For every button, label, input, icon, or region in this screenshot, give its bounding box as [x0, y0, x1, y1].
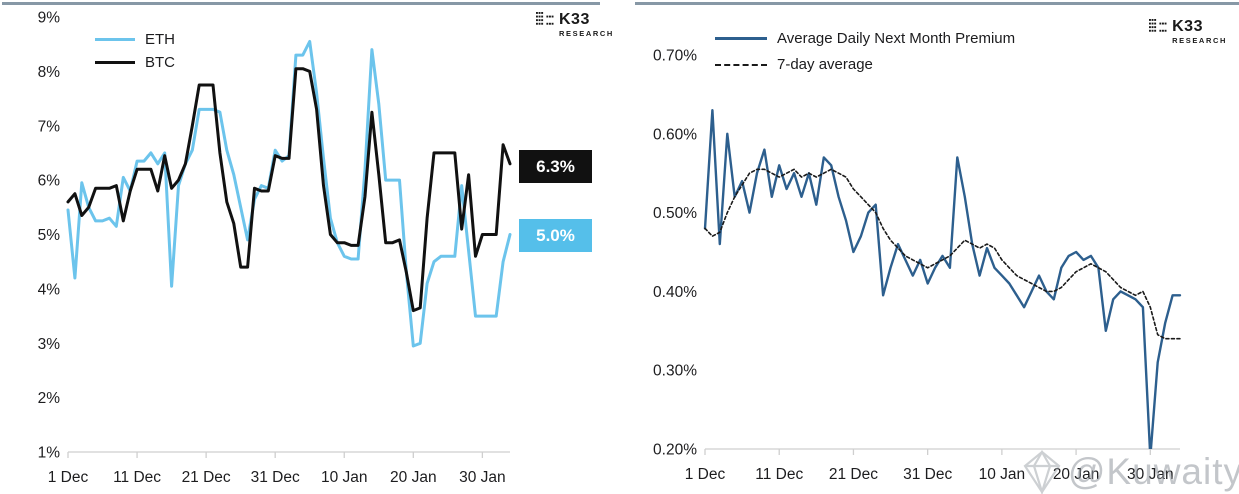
- y-tick-label: 0.30%: [653, 363, 697, 380]
- y-tick-label: 3%: [38, 336, 61, 353]
- x-tick-label: 30 Jan: [459, 469, 506, 486]
- x-tick-label: 11 Dec: [113, 469, 161, 486]
- k33-logo-dots-icon: [1149, 19, 1167, 32]
- x-tick-label: 20 Jan: [390, 469, 437, 486]
- legend: ETH BTC: [95, 31, 175, 71]
- x-tick-label: 10 Jan: [979, 466, 1026, 483]
- legend-label: 7-day average: [777, 56, 873, 73]
- x-tick-label: 21 Dec: [829, 466, 878, 483]
- panel-top-border: [635, 2, 1239, 5]
- legend-item-7day-average: 7-day average: [715, 56, 1015, 73]
- legend-label: BTC: [145, 54, 175, 71]
- x-tick-label: 1 Dec: [48, 469, 89, 486]
- premium-line-swatch: [715, 37, 767, 40]
- x-tick-label: 20 Jan: [1053, 466, 1100, 483]
- y-tick-label: 1%: [38, 445, 61, 462]
- y-tick-label: 8%: [38, 64, 61, 81]
- eth-btc-premium-chart: 1 Dec 11 Dec 21 Dec 31 Dec 10 Jan 20 Jan 30 Ja…: [38, 10, 512, 486]
- series-line-average-daily-next-month-premium: [703, 108, 1182, 449]
- legend-item-premium: Average Daily Next Month Premium: [715, 30, 1015, 47]
- next-month-premium-chart: 1 Dec 11 Dec 21 Dec 31 Dec 10 Jan 20 Jan 30 Ja…: [653, 48, 1182, 483]
- legend-label: Average Daily Next Month Premium: [777, 30, 1016, 47]
- legend-item-eth: ETH: [95, 31, 175, 48]
- x-tick-label: 31 Dec: [903, 466, 952, 483]
- eth-line-swatch: [95, 38, 135, 41]
- next-month-premium-chart-panel: 1 Dec 11 Dec 21 Dec 31 Dec 10 Jan 20 Jan 30 Ja…: [630, 0, 1239, 494]
- series-line-btc: [66, 67, 512, 313]
- x-tick-label: 1 Dec: [685, 466, 726, 483]
- x-tick-label: 21 Dec: [182, 469, 231, 486]
- y-tick-label: 4%: [38, 281, 61, 298]
- x-tick-label: 11 Dec: [755, 466, 803, 483]
- series-line-7-day-average: [704, 168, 1181, 340]
- k33-logo-dots-icon: [536, 12, 554, 25]
- k33-research-logo: K33 RESEARCH: [536, 12, 614, 38]
- y-tick-label: 0.70%: [653, 48, 697, 65]
- y-tick-label: 7%: [38, 118, 61, 135]
- k33-research-logo: K33 RESEARCH: [1149, 19, 1227, 45]
- average-dashed-swatch: [715, 63, 767, 66]
- legend-label: ETH: [145, 31, 175, 48]
- y-tick-label: 2%: [38, 390, 61, 407]
- y-tick-label: 0.60%: [653, 126, 697, 143]
- logo-brand: K33: [1172, 18, 1203, 35]
- legend-item-btc: BTC: [95, 54, 175, 71]
- eth-btc-premium-chart-panel: 1 Dec 11 Dec 21 Dec 31 Dec 10 Jan 20 Jan 30 Ja…: [2, 2, 614, 486]
- x-tick-label: 30 Jan: [1127, 466, 1174, 483]
- y-tick-label: 0.50%: [653, 205, 697, 222]
- y-tick-label: 0.20%: [653, 442, 697, 459]
- logo-subtitle: RESEARCH: [1172, 36, 1227, 45]
- series-group: [703, 108, 1182, 449]
- y-tick-label: 5%: [38, 227, 61, 244]
- logo-subtitle: RESEARCH: [559, 29, 614, 38]
- y-tick-label: 9%: [38, 10, 61, 27]
- logo-brand: K33: [559, 11, 590, 28]
- series-group: [66, 40, 512, 348]
- y-tick-label: 0.40%: [653, 284, 697, 301]
- series-line-eth: [66, 40, 512, 348]
- x-tick-label: 10 Jan: [321, 469, 368, 486]
- x-tick-label: 31 Dec: [251, 469, 300, 486]
- btc-line-swatch: [95, 61, 135, 64]
- btc-last-value-badge: 6.3%: [519, 150, 592, 183]
- panel-top-border: [2, 2, 600, 5]
- y-tick-label: 6%: [38, 173, 61, 190]
- legend: Average Daily Next Month Premium 7-day a…: [715, 30, 1015, 73]
- eth-last-value-badge: 5.0%: [519, 219, 592, 252]
